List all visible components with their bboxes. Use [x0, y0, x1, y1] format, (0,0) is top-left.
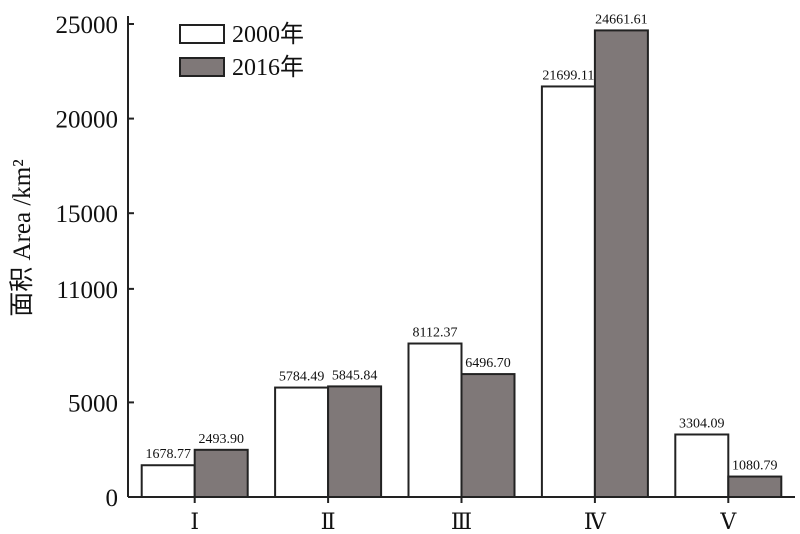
data-label: 5845.84 [332, 368, 378, 383]
bar-series2 [460, 373, 516, 498]
y-axis-title: 面积 Area /km² [8, 159, 36, 316]
bar-series1 [274, 386, 330, 498]
bars: 1678.77 2493.90 5784.49 5845.84 8112.37 6496.… [140, 12, 783, 498]
bar-series2 [327, 385, 383, 498]
x-category-label: Ⅲ [451, 509, 472, 534]
data-label: 5784.49 [279, 370, 325, 385]
bar-series1 [674, 433, 730, 498]
data-label: 21699.11 [542, 68, 594, 83]
y-tick-label: 0 [106, 485, 119, 512]
bar-series2 [727, 475, 783, 498]
y-tick-label: 15000 [56, 201, 119, 228]
y-tick-label: 11000 [56, 277, 118, 304]
bar-series2 [593, 29, 649, 498]
data-label: 6496.70 [465, 356, 511, 371]
y-tick-label: 25000 [56, 12, 119, 39]
x-category-label: Ⅳ [584, 509, 607, 534]
legend-swatch [179, 57, 225, 77]
legend: 2000年 2016年 [179, 21, 304, 81]
bar-series1 [140, 464, 196, 498]
x-category-label: Ⅰ [190, 509, 199, 534]
x-categories: Ⅰ Ⅱ Ⅲ Ⅳ Ⅴ [190, 497, 737, 534]
legend-label: 2016年 [232, 54, 304, 81]
legend-label: 2000年 [232, 21, 304, 48]
data-label: 8112.37 [413, 326, 458, 341]
data-label: 2493.90 [198, 432, 244, 447]
data-label: 1678.77 [145, 447, 191, 462]
data-label: 1080.79 [732, 459, 778, 474]
y-ticks: 0 5000 11000 15000 20000 25000 [56, 12, 134, 512]
y-tick-label: 5000 [68, 390, 118, 417]
bar-series1 [407, 342, 463, 498]
data-label: 3304.09 [679, 416, 725, 431]
data-label: 24661.61 [595, 12, 648, 27]
x-category-label: Ⅴ [719, 509, 737, 534]
bar-series2 [193, 448, 249, 498]
x-category-label: Ⅱ [321, 509, 336, 534]
legend-swatch [179, 24, 225, 44]
bar-series1 [540, 85, 596, 498]
y-tick-label: 20000 [56, 107, 119, 134]
